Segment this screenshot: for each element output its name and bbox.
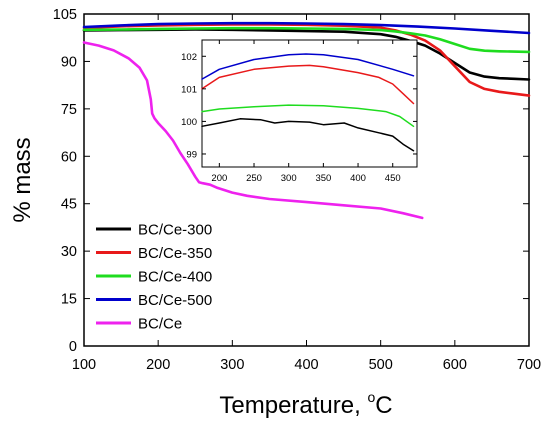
main-x-tick-label: 300: [220, 357, 244, 373]
y-axis-title: % mass: [9, 137, 36, 222]
inset-x-tick-label: 350: [315, 173, 331, 184]
legend: BC/Ce-300 BC/Ce-350 BC/Ce-400 BC/Ce-500 BC/C…: [96, 222, 212, 333]
x-axis-title-degree: o: [367, 389, 375, 405]
inset-series-bc-ce-500: [201, 53, 415, 80]
inset-x-tick-label: 250: [246, 173, 262, 184]
main-y-tick-label: 45: [61, 197, 77, 213]
legend-label-bc-ce-300: BC/Ce-300: [138, 222, 212, 239]
main-x-tick-label: 500: [369, 357, 393, 373]
inset-x-tick-label: 200: [211, 173, 227, 184]
main-x-tick-label: 200: [146, 357, 170, 373]
inset-x-tick-label: 400: [350, 173, 366, 184]
inset-series-bc-ce-350: [201, 64, 415, 105]
main-x-tick-label: 400: [294, 357, 318, 373]
inset-series-group: [201, 53, 415, 152]
inset-x-tick-label: 300: [281, 173, 297, 184]
legend-label-bc-ce-400: BC/Ce-400: [138, 269, 212, 286]
main-y-tick-label: 90: [61, 54, 77, 70]
main-y-tick-label: 105: [53, 7, 77, 23]
main-y-tick-label: 0: [69, 339, 77, 355]
inset-plot-frame: [201, 39, 418, 168]
inset-y-tick-label: 99: [186, 149, 197, 160]
main-series-bc-ce-500: [82, 21, 531, 35]
x-axis-title-unit: C: [375, 392, 392, 419]
legend-label-bc-ce: BC/Ce: [138, 316, 182, 333]
inset-y-tick-label: 102: [181, 52, 197, 63]
inset-axis-ticks: 200 250 300 350 400 450 99 100 101 102: [181, 40, 417, 184]
inset-series-bc-ce-400: [201, 104, 415, 128]
main-series-bc-ce-400: [82, 26, 531, 54]
main-y-tick-label: 15: [61, 292, 77, 308]
x-axis-title-text: Temperature,: [219, 392, 367, 419]
main-y-tick-label: 75: [61, 102, 77, 118]
inset-x-tick-label: 450: [385, 173, 401, 184]
inset-plot: 200 250 300 350 400 450 99 100 101 102: [181, 39, 418, 184]
main-x-tick-label: 700: [517, 357, 541, 373]
inset-y-tick-label: 100: [181, 117, 197, 128]
inset-y-tick-label: 101: [181, 84, 197, 95]
main-y-tick-label: 30: [61, 244, 77, 260]
main-y-tick-label: 60: [61, 149, 77, 165]
main-series-group: [82, 21, 531, 220]
main-series-bc-ce: [82, 41, 424, 220]
main-x-tick-label: 600: [443, 357, 467, 373]
x-axis-title: Temperature, oC: [219, 389, 392, 419]
legend-label-bc-ce-350: BC/Ce-350: [138, 245, 212, 262]
legend-label-bc-ce-500: BC/Ce-500: [138, 292, 212, 309]
main-x-tick-label: 100: [72, 357, 96, 373]
main-axis-ticks: 100 200 300 400 500 600 700 0 15 30 45 60 75 90 105: [53, 7, 541, 373]
inset-series-bc-ce-300: [201, 118, 415, 152]
